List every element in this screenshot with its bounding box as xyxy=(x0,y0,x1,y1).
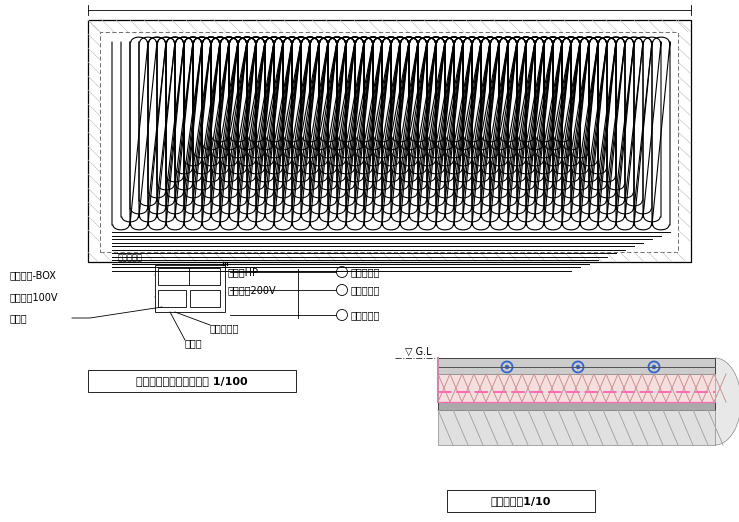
Text: ▽ G.L: ▽ G.L xyxy=(406,347,432,357)
Bar xyxy=(88,370,296,392)
Bar xyxy=(438,374,715,402)
Circle shape xyxy=(505,365,508,369)
Bar xyxy=(158,268,220,285)
Text: ヘッダーヘ: ヘッダーヘ xyxy=(118,253,143,262)
Text: 自動制御盤: 自動制御盤 xyxy=(210,323,239,333)
Ellipse shape xyxy=(689,358,739,445)
Circle shape xyxy=(576,365,579,369)
Bar xyxy=(158,290,186,307)
Text: 平面図・配管イメージ図 1/100: 平面図・配管イメージ図 1/100 xyxy=(136,376,248,386)
Bar xyxy=(190,290,220,307)
Text: 電源単層200V: 電源単層200V xyxy=(228,285,276,295)
Bar xyxy=(438,410,715,445)
Bar xyxy=(438,358,715,374)
Text: ボアホール: ボアホール xyxy=(351,267,381,277)
Text: 断面図　　1/10: 断面図 1/10 xyxy=(491,496,551,506)
Circle shape xyxy=(576,365,579,369)
Text: 電源単層100V: 電源単層100V xyxy=(10,292,58,302)
Bar xyxy=(438,402,715,410)
Text: 機械室: 機械室 xyxy=(185,338,202,348)
Text: 地中熱HP: 地中熱HP xyxy=(228,267,259,277)
Text: ボアホール: ボアホール xyxy=(351,310,381,320)
Bar xyxy=(438,358,715,374)
Bar xyxy=(438,402,715,410)
Circle shape xyxy=(653,365,655,369)
Bar xyxy=(438,353,715,450)
Bar xyxy=(438,374,715,402)
Bar xyxy=(88,20,691,262)
Circle shape xyxy=(653,365,655,369)
Bar xyxy=(100,32,678,252)
Text: ボアホール: ボアホール xyxy=(351,285,381,295)
Circle shape xyxy=(505,365,508,369)
Text: ヘッダー-BOX: ヘッダー-BOX xyxy=(10,270,57,280)
Bar xyxy=(155,265,225,312)
Bar xyxy=(447,490,595,512)
Bar xyxy=(438,410,715,445)
Text: 分電盤: 分電盤 xyxy=(10,313,27,323)
